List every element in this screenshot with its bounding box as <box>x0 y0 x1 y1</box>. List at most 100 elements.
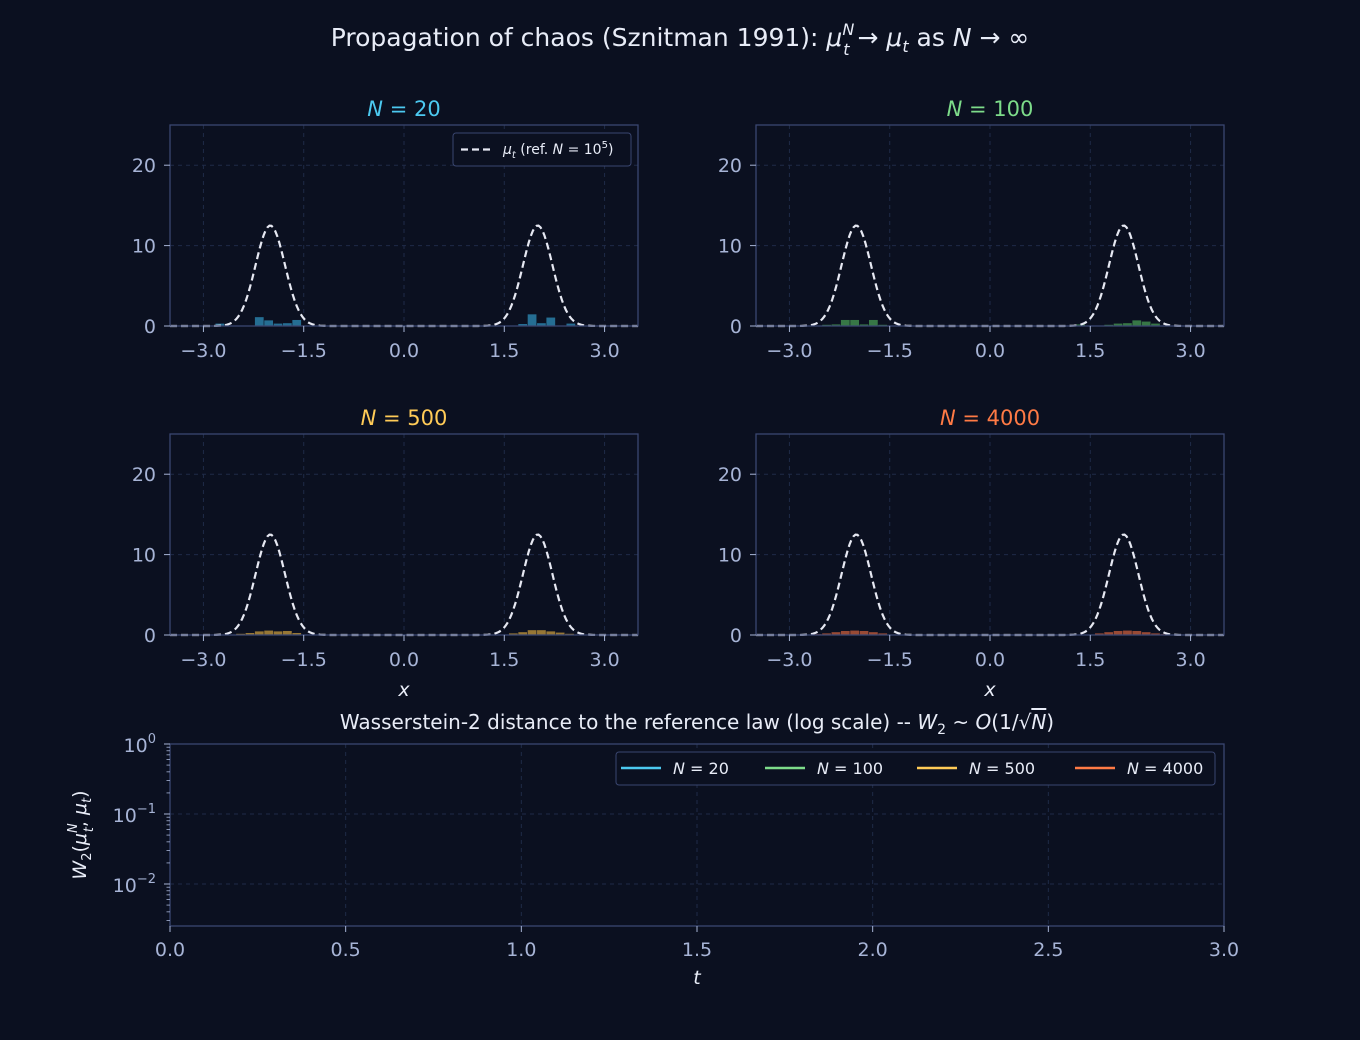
y-tick-label: 0 <box>730 316 742 338</box>
legend-box <box>452 132 632 167</box>
histogram-bar <box>868 632 878 635</box>
histogram-bar <box>273 323 283 326</box>
histogram-bar <box>546 317 556 326</box>
y-tick-label: 20 <box>132 155 156 177</box>
histogram-bar <box>254 317 264 326</box>
x-tick-label: 1.0 <box>506 939 536 961</box>
panel-n500-plot: −3.0 −1.5 0.0 1.5 3.0 0 10 20 <box>132 433 639 671</box>
histogram-bar <box>1094 633 1104 635</box>
x-tick-label: −1.5 <box>867 340 913 362</box>
panel-n4000-plot: −3.0 −1.5 0.0 1.5 3.0 0 10 20 <box>718 433 1225 671</box>
figure-title: Propagation of chaos (Sznitman 1991): μN… <box>331 20 1029 59</box>
panel-n20: N = 20 −3.0 −1.5 0.0 1.5 3.0 0 10 20 μt (ref. N… <box>132 97 639 362</box>
histogram-bar <box>292 632 302 635</box>
legend-ref-label: μt (ref. N = 105) <box>502 140 613 161</box>
x-tick-label: 0.0 <box>389 340 419 362</box>
x-tick-label: 1.5 <box>489 340 519 362</box>
panel-n500: N = 500 −3.0 −1.5 0.0 1.5 3.0 0 10 20 x <box>132 406 639 701</box>
y-tick-label: 0 <box>730 625 742 647</box>
histogram-bar <box>546 631 556 635</box>
x-tick-label: 3.0 <box>589 340 619 362</box>
panel-n4000: N = 4000 −3.0 −1.5 0.0 1.5 3.0 0 10 20 x <box>718 406 1225 701</box>
y-tick-label: 0 <box>144 625 156 647</box>
x-tick-label: 0.0 <box>975 649 1005 671</box>
histogram-bar <box>1123 323 1132 326</box>
histogram-bar <box>566 323 576 326</box>
legend-label: N = 4000 <box>1127 759 1203 778</box>
y-tick-label: 0 <box>144 316 156 338</box>
panel-wasserstein: Wasserstein-2 distance to the reference … <box>66 710 1239 989</box>
histogram-bar <box>859 324 869 326</box>
histogram-bar <box>1151 323 1160 326</box>
x-tick-label: −3.0 <box>766 649 812 671</box>
histogram-bar <box>1151 633 1160 635</box>
y-tick-label: 20 <box>132 464 156 486</box>
x-tick-label: 3.0 <box>1175 649 1205 671</box>
x-tick-label: 0.0 <box>155 939 185 961</box>
x-tick-label: 2.0 <box>858 939 888 961</box>
panel-n500-xlabel: x <box>397 679 410 701</box>
x-tick-label: −3.0 <box>766 340 812 362</box>
histogram-bar <box>508 633 518 635</box>
panel-wasserstein-ylabel: W2(μNt, μt) <box>66 790 97 879</box>
y-tick-label: 20 <box>718 155 742 177</box>
histogram-bar <box>878 633 888 635</box>
y-tick-label: 100 <box>124 732 156 757</box>
x-tick-label: 0.5 <box>331 939 361 961</box>
histogram-bar <box>868 319 878 326</box>
x-tick-label: 1.5 <box>489 649 519 671</box>
histogram-bar <box>1132 630 1142 635</box>
y-tick-label: 10−1 <box>113 802 156 827</box>
x-tick-label: 1.5 <box>682 939 712 961</box>
histogram-bar <box>518 632 528 635</box>
panel-wasserstein-title: Wasserstein-2 distance to the reference … <box>340 710 1054 738</box>
histogram-bar <box>1123 630 1132 635</box>
panel-wasserstein-xlabel: t <box>693 967 702 989</box>
histogram-bar <box>840 319 850 326</box>
panel-n20-title: N = 20 <box>367 97 440 121</box>
histogram-bar <box>1132 320 1142 326</box>
panel-n100-title: N = 100 <box>947 97 1034 121</box>
histogram-bar <box>264 630 274 635</box>
legend-label: N = 100 <box>817 759 883 778</box>
panel-n4000-xlabel: x <box>983 679 996 701</box>
histogram-bar <box>1141 632 1151 635</box>
legend-label: N = 500 <box>969 759 1035 778</box>
x-tick-label: 0.0 <box>975 340 1005 362</box>
y-tick-label: 10 <box>718 545 742 567</box>
y-tick-label: 10−2 <box>113 872 156 897</box>
histogram-bar <box>292 319 302 326</box>
histogram-bar <box>264 320 274 326</box>
panel-n20-legend: μt (ref. N = 105) <box>452 132 632 167</box>
x-tick-label: 3.0 <box>1175 340 1205 362</box>
histogram-bar <box>1104 632 1114 635</box>
histogram-bar <box>1113 323 1123 326</box>
x-tick-label: 1.5 <box>1075 340 1105 362</box>
panel-n100-plot: −3.0 −1.5 0.0 1.5 3.0 0 10 20 <box>718 124 1225 362</box>
panel-n100: N = 100 −3.0 −1.5 0.0 1.5 3.0 0 10 20 <box>718 97 1225 362</box>
panel-n500-title: N = 500 <box>361 406 448 430</box>
x-tick-label: 3.0 <box>1209 939 1239 961</box>
histogram-bar <box>537 630 546 635</box>
x-tick-label: 0.0 <box>389 649 419 671</box>
histogram-bar <box>245 632 255 635</box>
x-tick-label: −3.0 <box>180 649 226 671</box>
y-tick-label: 10 <box>718 236 742 258</box>
panel-wasserstein-legend: N = 20 N = 100 N = 500 N = 4000 <box>615 751 1216 786</box>
legend-box <box>615 751 1216 786</box>
x-tick-label: 3.0 <box>589 649 619 671</box>
histogram-bar <box>850 319 860 326</box>
legend-label: N = 20 <box>673 759 729 778</box>
x-tick-label: −1.5 <box>867 649 913 671</box>
x-tick-label: 1.5 <box>1075 649 1105 671</box>
histogram-bar <box>527 314 537 326</box>
histogram-bar <box>831 632 841 635</box>
histogram-bar <box>555 632 565 635</box>
x-tick-label: 2.5 <box>1033 939 1063 961</box>
histogram-bar <box>1113 630 1123 635</box>
y-tick-label: 20 <box>718 464 742 486</box>
histogram-bar <box>527 630 537 635</box>
histogram-bar <box>831 324 841 326</box>
histogram-bar <box>822 633 831 635</box>
